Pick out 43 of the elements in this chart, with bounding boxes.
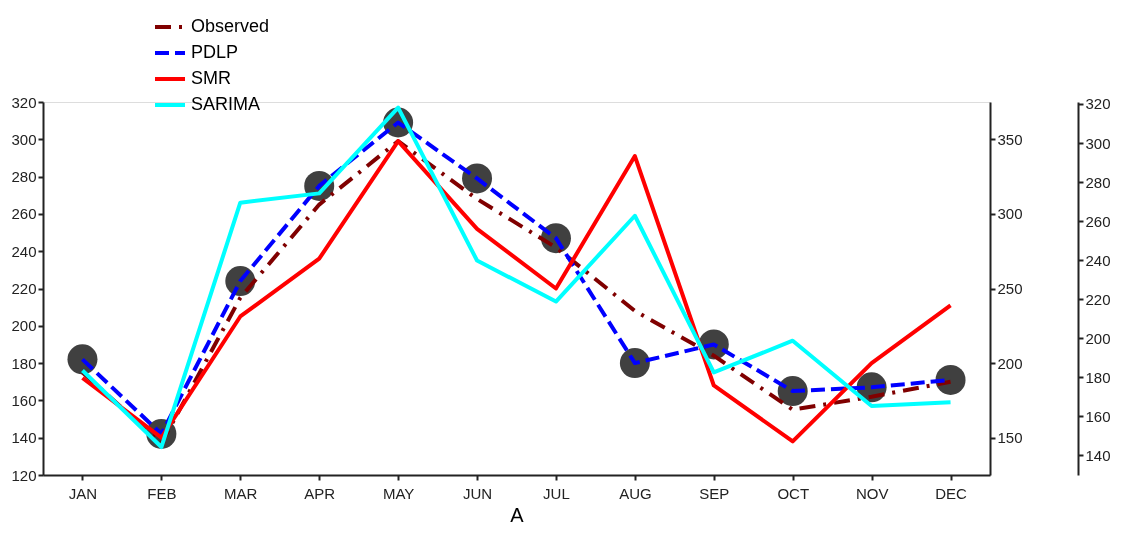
x-axis-title: A	[510, 503, 525, 526]
y3-tick-label: 260	[1085, 212, 1111, 230]
y-tick-label: 200	[11, 317, 37, 335]
y3-tick-label: 300	[1085, 134, 1111, 152]
y3-tick-label: 200	[1085, 329, 1111, 347]
x-tick-label: APR	[304, 484, 336, 502]
legend-label: SARIMA	[191, 94, 261, 114]
x-tick-label: MAY	[382, 484, 415, 502]
y2-tick-label: 300	[997, 205, 1023, 223]
y3-tick-label: 220	[1085, 290, 1111, 308]
y-tick-label: 260	[11, 205, 37, 223]
legend-label: SMR	[191, 68, 231, 88]
x-tick-label: DEC	[935, 484, 968, 502]
y-tick-label: 120	[11, 466, 37, 484]
y-tick-label: 280	[11, 168, 37, 186]
y-tick-label: 180	[11, 354, 37, 372]
x-tick-label: JUL	[543, 484, 570, 502]
x-tick-label: SEP	[699, 484, 730, 502]
y3-tick-label: 160	[1085, 407, 1111, 425]
legend-label: Observed	[191, 16, 270, 36]
x-tick-label: MAR	[224, 484, 258, 502]
y-tick-label: 140	[11, 429, 37, 447]
x-tick-label: AUG	[619, 484, 652, 502]
y3-tick-label: 280	[1085, 173, 1111, 191]
y2-tick-label: 150	[997, 429, 1023, 447]
y3-tick-label: 140	[1085, 446, 1111, 464]
x-tick-label: JAN	[68, 484, 98, 502]
y2-tick-label: 200	[997, 354, 1023, 372]
y3-tick-label: 320	[1085, 95, 1111, 113]
y-tick-label: 240	[11, 242, 37, 260]
y-tick-label: 320	[11, 93, 37, 111]
y2-tick-label: 350	[997, 130, 1023, 148]
y-tick-label: 160	[11, 391, 37, 409]
y2-tick-label: 250	[997, 280, 1023, 297]
y-tick-label: 220	[11, 280, 37, 297]
y3-tick-label: 180	[1085, 368, 1111, 386]
x-tick-label: OCT	[777, 484, 810, 502]
x-tick-label: JUN	[462, 484, 493, 502]
x-tick-label: NOV	[855, 484, 889, 502]
y-tick-label: 300	[11, 130, 37, 148]
x-tick-label: FEB	[147, 484, 177, 502]
y3-tick-label: 240	[1085, 251, 1111, 269]
legend-label: PDLP	[191, 42, 239, 62]
